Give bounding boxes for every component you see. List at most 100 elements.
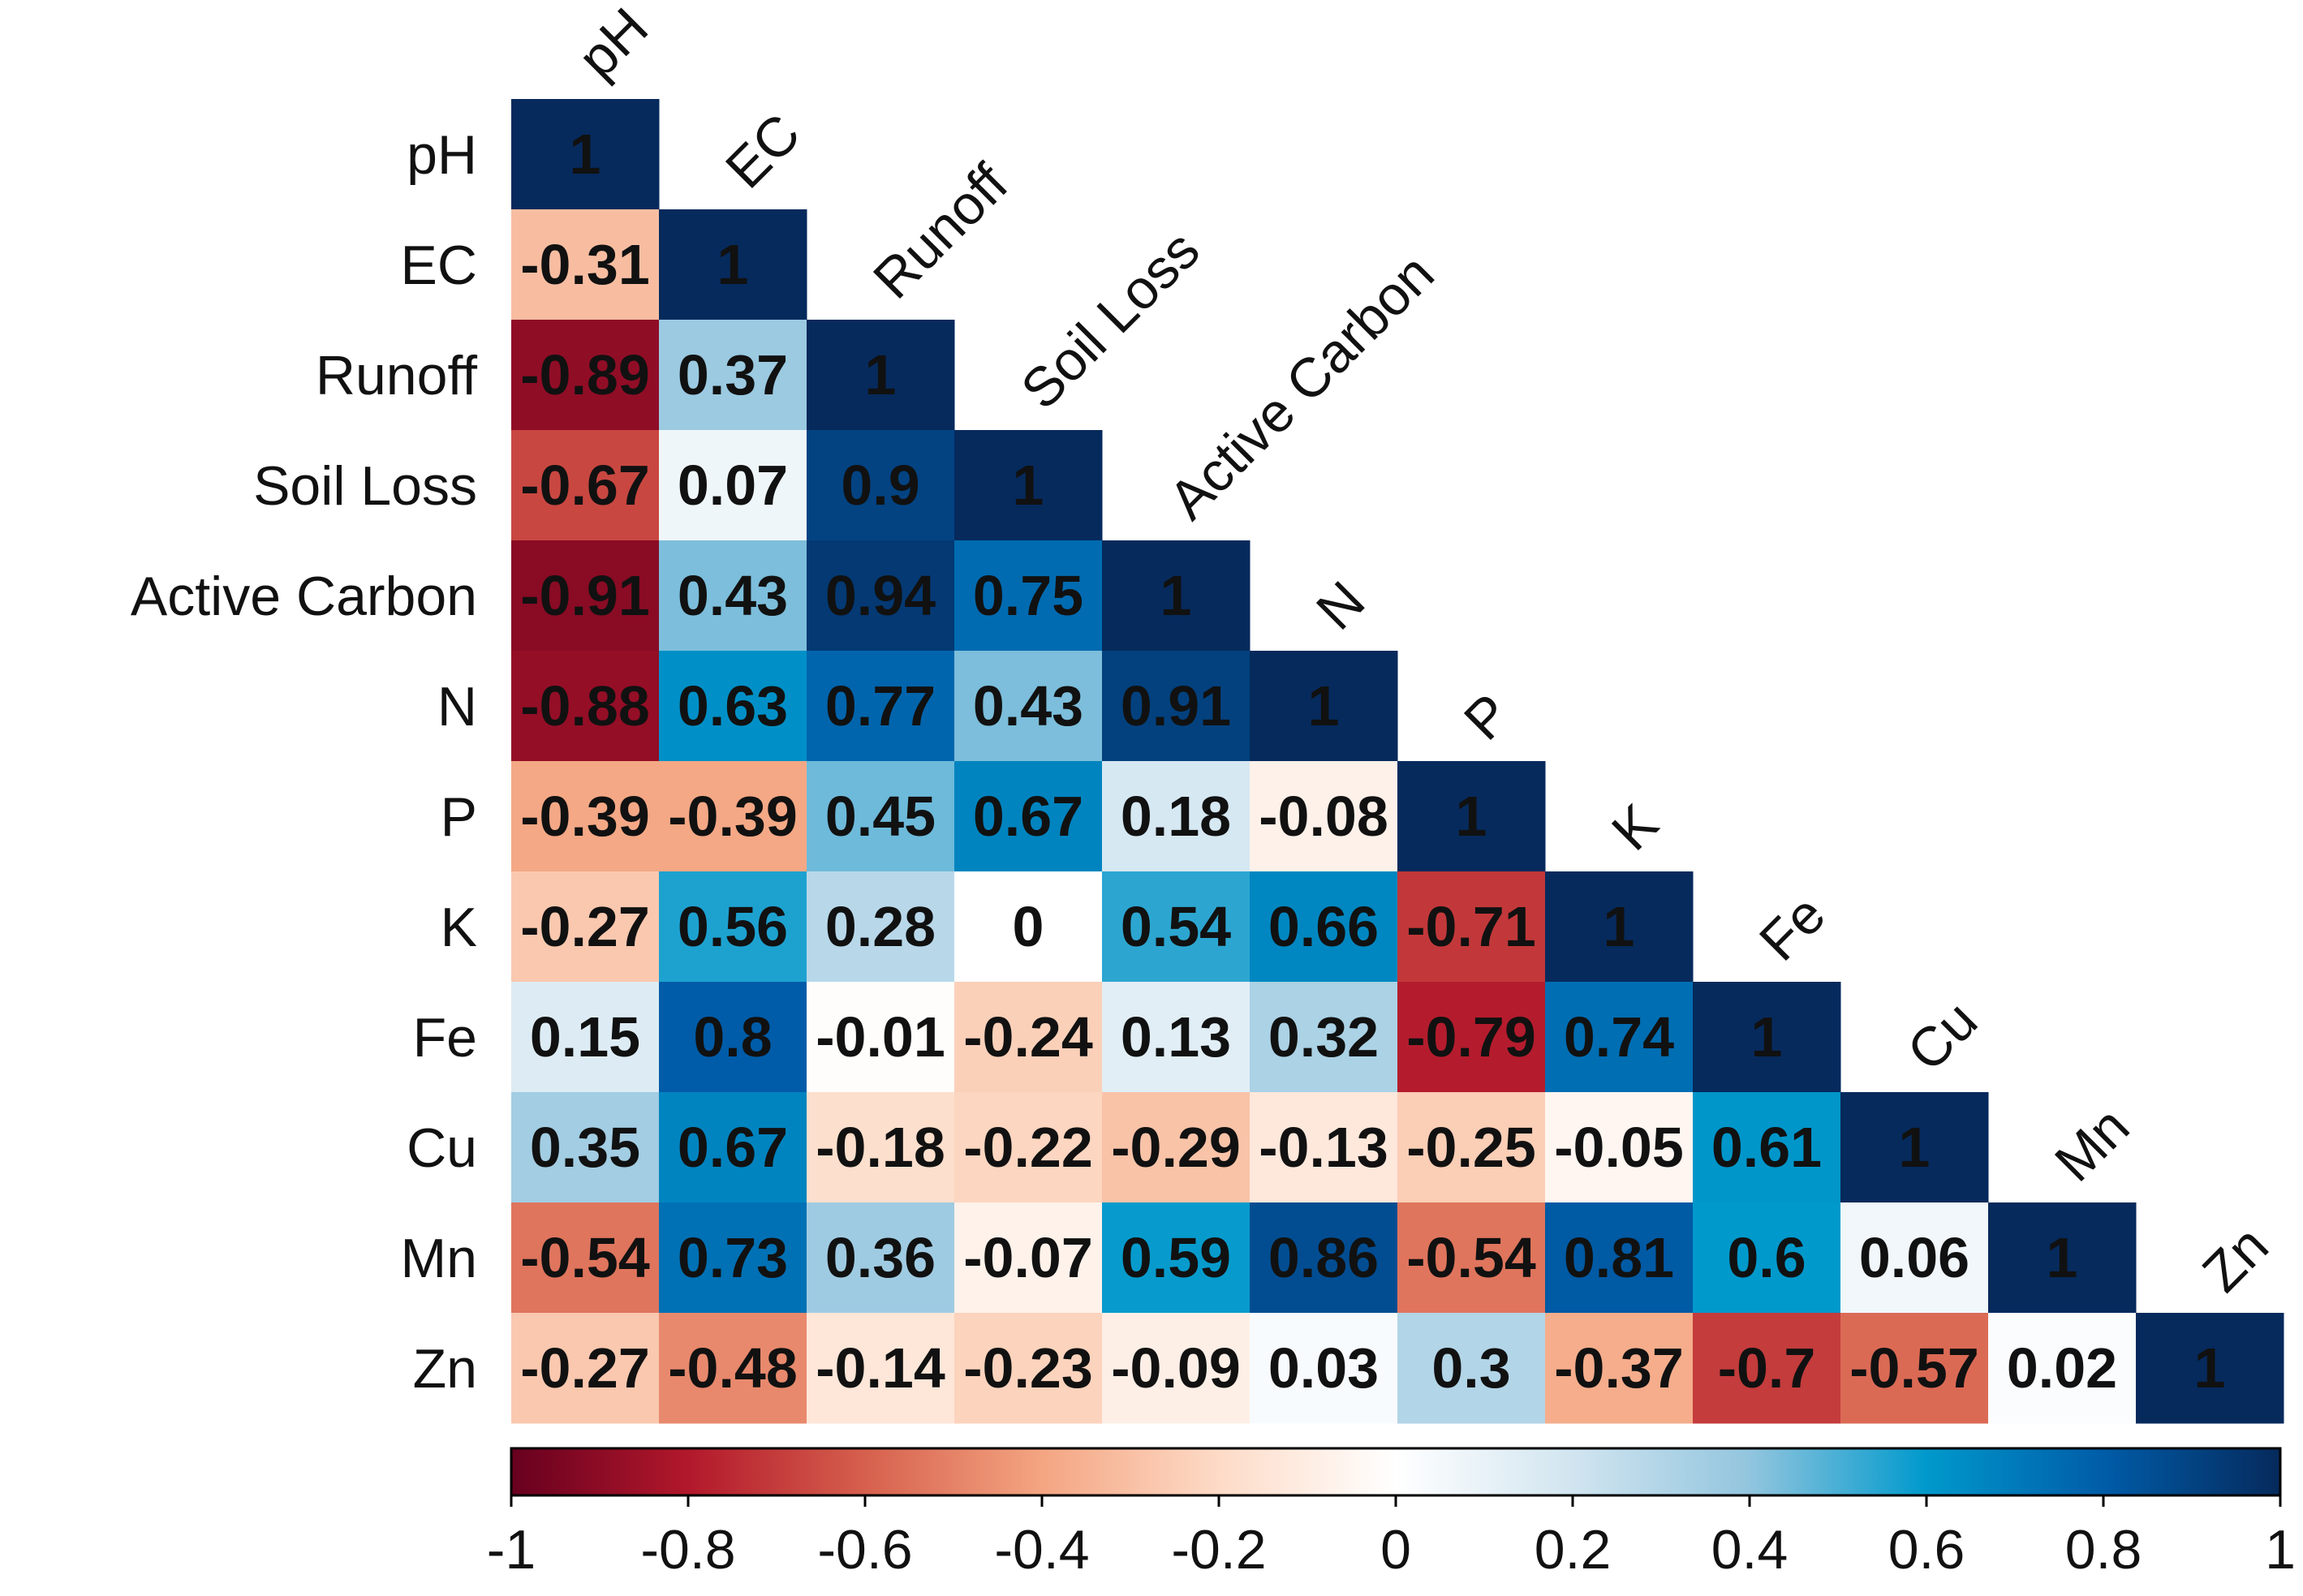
value-k-p: -0.71 [1406,895,1536,958]
cell-fe-soil-loss [954,982,1103,1093]
cell-zn-ec [659,1313,807,1424]
value-mn-p: -0.54 [1406,1226,1536,1289]
cell-mn-runoff [807,1202,955,1314]
cell-soil-loss-soil-loss [954,430,1103,541]
value-active-carbon-active-carbon: 1 [1160,564,1192,627]
colorbar-tick-label: -1 [487,1519,536,1581]
row-label-ec: EC [401,234,477,296]
cell-cu-n [1250,1092,1398,1203]
row-label-fe: Fe [413,1007,477,1069]
value-zn-runoff: -0.14 [816,1336,945,1400]
cell-zn-p [1397,1313,1546,1424]
cell-runoff-ph [511,320,660,431]
value-mn-ec: 0.73 [678,1226,788,1289]
cell-cu-k [1545,1092,1694,1203]
column-label-zn: Zn [2191,1215,2280,1304]
column-label-p: P [1453,682,1522,752]
value-n-ph: -0.88 [520,674,650,738]
cell-soil-loss-runoff [807,430,955,541]
value-zn-cu: -0.57 [1849,1336,1979,1400]
cell-k-ec [659,871,807,983]
cell-fe-ph [511,982,660,1093]
value-p-p: 1 [1456,785,1487,848]
value-mn-n: 0.86 [1268,1226,1379,1289]
value-p-n: -0.08 [1259,785,1388,848]
cell-cu-p [1397,1092,1546,1203]
cell-k-active-carbon [1102,871,1251,983]
colorbar-tick-label: -0.2 [1171,1519,1266,1581]
column-label-mn: Mn [2043,1095,2142,1194]
value-mn-active-carbon: 0.59 [1121,1226,1231,1289]
cell-n-ph [511,651,660,762]
colorbar-tick-label: 0 [1380,1519,1411,1581]
cell-cu-soil-loss [954,1092,1103,1203]
value-k-runoff: 0.28 [825,895,936,958]
cell-k-soil-loss [954,871,1103,983]
value-mn-fe: 0.6 [1727,1226,1806,1289]
cell-active-carbon-runoff [807,540,955,652]
colorbar-tick-label: 1 [2265,1519,2296,1581]
value-zn-k: -0.37 [1554,1336,1684,1400]
cell-cu-fe [1693,1092,1841,1203]
value-n-runoff: 0.77 [825,674,936,738]
cell-mn-mn [1988,1202,2137,1314]
row-labels: pH EC Runoff Soil Loss Active Carbon NPK Fe Cu M… [131,124,477,1400]
cell-zn-active-carbon [1102,1313,1251,1424]
cell-ec-ec [659,209,807,320]
colorbar-tick-label: 0.8 [2065,1519,2142,1581]
cell-fe-active-carbon [1102,982,1251,1093]
column-label-runoff: Runoff [862,153,1020,311]
heatmap-cells [511,99,2284,1424]
cell-ph-ph [511,99,660,210]
cell-mn-p [1397,1202,1546,1314]
value-zn-fe: -0.7 [1718,1336,1816,1400]
cell-fe-k [1545,982,1694,1093]
cell-n-ec [659,651,807,762]
value-zn-p: 0.3 [1431,1336,1510,1400]
row-label-p: P [441,786,477,848]
value-cu-ec: 0.67 [678,1116,788,1179]
cell-k-ph [511,871,660,983]
cell-p-ec [659,761,807,872]
value-cu-runoff: -0.18 [816,1116,945,1179]
cell-mn-soil-loss [954,1202,1103,1314]
value-mn-runoff: 0.36 [825,1226,936,1289]
colorbar-gradient [510,1447,2282,1497]
row-label-n: N [437,676,477,738]
value-cu-soil-loss: -0.22 [963,1116,1093,1179]
row-label-active-carbon: Active Carbon [131,566,477,627]
row-label-mn: Mn [401,1228,477,1289]
cell-mn-cu [1840,1202,1989,1314]
value-n-ec: 0.63 [678,674,788,738]
cell-zn-soil-loss [954,1313,1103,1424]
cell-fe-p [1397,982,1546,1093]
value-p-runoff: 0.45 [825,785,936,848]
value-cu-n: -0.13 [1259,1116,1388,1179]
colorbar-tick-label: -0.4 [994,1519,1089,1581]
cell-soil-loss-ph [511,430,660,541]
colorbar-tick-label: 0.6 [1888,1519,1965,1581]
cell-zn-runoff [807,1313,955,1424]
cell-k-k [1545,871,1694,983]
cell-fe-n [1250,982,1398,1093]
value-ec-ec: 1 [717,233,749,296]
cell-k-n [1250,871,1398,983]
value-cu-active-carbon: -0.29 [1111,1116,1241,1179]
column-label-fe: Fe [1748,884,1837,973]
cell-fe-ec [659,982,807,1093]
value-runoff-runoff: 1 [865,343,897,407]
cell-cu-cu [1840,1092,1989,1203]
value-runoff-ph: -0.89 [520,343,650,407]
cell-mn-ph [511,1202,660,1314]
value-mn-k: 0.81 [1564,1226,1674,1289]
cell-zn-cu [1840,1313,1989,1424]
value-k-soil-loss: 0 [1013,895,1044,958]
cell-soil-loss-ec [659,430,807,541]
cell-zn-ph [511,1313,660,1424]
value-fe-k: 0.74 [1564,1005,1674,1069]
cell-active-carbon-soil-loss [954,540,1103,652]
cell-n-soil-loss [954,651,1103,762]
value-cu-ph: 0.35 [530,1116,640,1179]
value-mn-mn: 1 [2047,1226,2078,1289]
